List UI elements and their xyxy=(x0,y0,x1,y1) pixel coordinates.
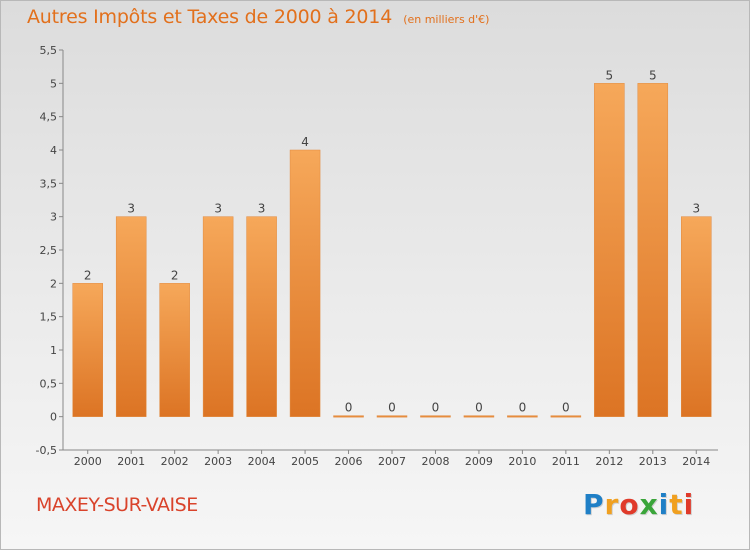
chart-title: Autres Impôts et Taxes de 2000 à 2014 xyxy=(27,6,393,28)
y-tick-label: 0,5 xyxy=(40,377,58,390)
x-tick-label: 2002 xyxy=(161,455,189,468)
data-label-2005: 4 xyxy=(301,135,309,149)
data-label-2008: 0 xyxy=(432,401,440,415)
data-label-2004: 3 xyxy=(258,202,266,216)
y-tick-label: 1 xyxy=(50,344,57,357)
bar-2013 xyxy=(637,83,669,417)
data-label-2000: 2 xyxy=(84,268,92,282)
y-tick-label: 0 xyxy=(50,411,57,424)
x-tick-label: 2005 xyxy=(291,455,319,468)
bar-2005 xyxy=(289,149,321,417)
y-tick-label: -0,5 xyxy=(36,444,57,457)
y-tick-label: 4,5 xyxy=(40,111,58,124)
x-tick-label: 2006 xyxy=(335,455,363,468)
y-tick-label: 2,5 xyxy=(40,244,58,257)
x-tick-label: 2009 xyxy=(465,455,493,468)
bar-2009 xyxy=(463,415,495,418)
y-tick-label: 3,5 xyxy=(40,177,58,190)
data-label-2013: 5 xyxy=(649,68,657,82)
data-label-2006: 0 xyxy=(345,401,353,415)
x-tick-label: 2012 xyxy=(595,455,623,468)
x-tick-label: 2003 xyxy=(204,455,232,468)
data-label-2014: 3 xyxy=(692,202,700,216)
y-tick-label: 2 xyxy=(50,277,57,290)
logo-letter: i xyxy=(683,488,695,521)
bar-2003 xyxy=(202,216,234,417)
logo-letter: x xyxy=(639,488,659,521)
chart-bars xyxy=(72,83,712,418)
data-label-2007: 0 xyxy=(388,401,396,415)
x-tick-label: 2004 xyxy=(248,455,276,468)
data-label-2009: 0 xyxy=(475,401,483,415)
x-tick-label: 2000 xyxy=(74,455,102,468)
x-tick-label: 2008 xyxy=(421,455,449,468)
logo-letter: P xyxy=(583,488,605,521)
proxiti-logo: Proxiti xyxy=(583,488,694,521)
bar-2011 xyxy=(550,415,582,418)
logo-letter: i xyxy=(658,488,670,521)
data-label-2002: 2 xyxy=(171,268,179,282)
y-tick-label: 3 xyxy=(50,211,57,224)
logo-letter: o xyxy=(619,488,640,521)
logo-letter: t xyxy=(669,488,684,521)
x-tick-label: 2007 xyxy=(378,455,406,468)
chart-data-labels: 2 3 2 3 3 4 0 0 0 0 0 0 5 5 3 xyxy=(84,68,700,414)
town-name: MAXEY-SUR-VAISE xyxy=(36,494,198,516)
bar-2008 xyxy=(420,415,451,418)
x-tick-label: 2010 xyxy=(508,455,536,468)
bar-2014 xyxy=(681,216,712,417)
data-label-2003: 3 xyxy=(214,202,222,216)
bar-2002 xyxy=(159,283,190,417)
data-label-2012: 5 xyxy=(606,68,614,82)
bar-2004 xyxy=(246,216,277,417)
chart-title-block: Autres Impôts et Taxes de 2000 à 2014 (e… xyxy=(27,6,489,28)
bar-2012 xyxy=(594,83,625,417)
x-tick-label: 2011 xyxy=(552,455,580,468)
data-label-2010: 0 xyxy=(519,401,527,415)
bar-2007 xyxy=(376,415,408,418)
bar-2010 xyxy=(507,415,538,418)
bar-2006 xyxy=(333,415,364,418)
logo-letter: r xyxy=(604,488,620,521)
x-tick-label: 2014 xyxy=(682,455,710,468)
bar-2001 xyxy=(115,216,147,417)
x-tick-label: 2001 xyxy=(117,455,145,468)
bar-2000 xyxy=(72,283,103,417)
data-label-2011: 0 xyxy=(562,401,570,415)
chart-subtitle: (en milliers d'€) xyxy=(403,13,490,26)
y-tick-label: 5 xyxy=(50,77,57,90)
y-tick-label: 1,5 xyxy=(40,311,58,324)
x-tick-label: 2013 xyxy=(639,455,667,468)
y-tick-label: 4 xyxy=(50,144,57,157)
data-label-2001: 3 xyxy=(127,202,135,216)
y-tick-label: 5,5 xyxy=(40,44,58,57)
